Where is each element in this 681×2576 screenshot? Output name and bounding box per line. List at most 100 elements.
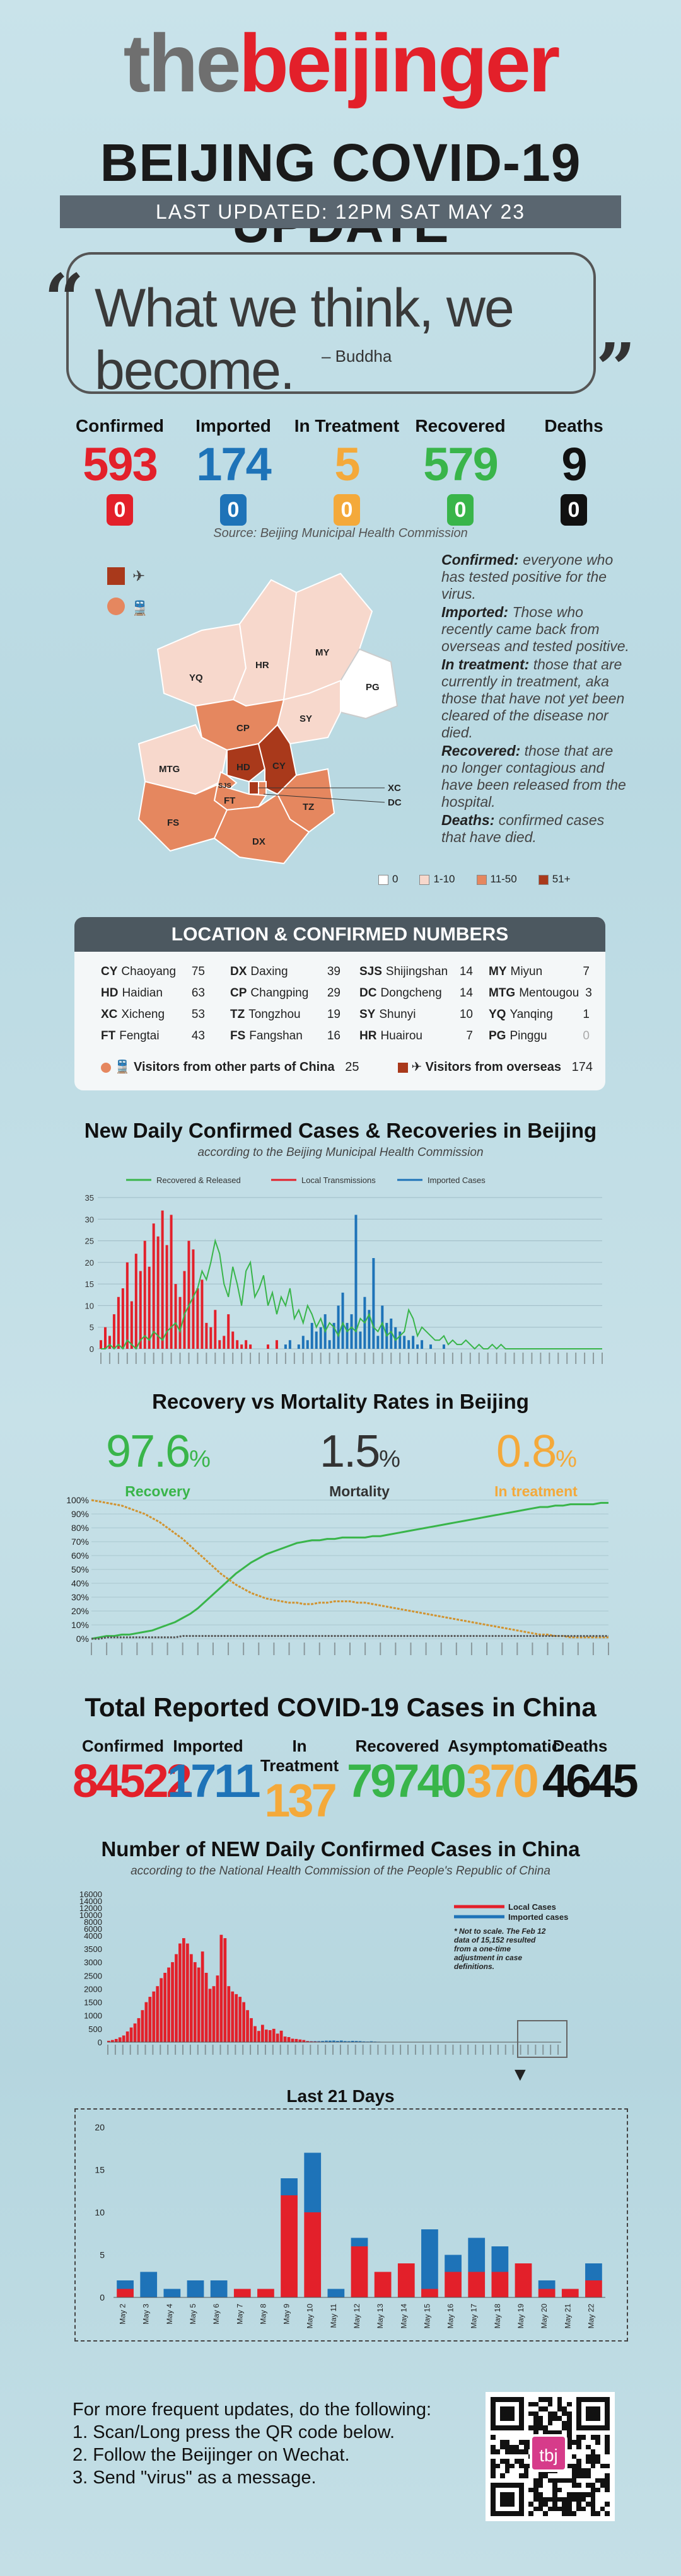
chart2-xtick: [91, 1643, 92, 1655]
chart4-ytick: 5: [100, 2250, 105, 2260]
qr-module: [600, 2478, 605, 2483]
chart1-local-bar: [231, 1331, 235, 1349]
location-full-name: Mentougou: [519, 986, 579, 1000]
chart1-imported-bar: [359, 1331, 362, 1349]
chart2-xtick: [182, 1643, 183, 1655]
chart3-local-bar: [141, 2010, 144, 2042]
chart1-xtick: [232, 1353, 234, 1364]
chart1-xtick: [329, 1353, 330, 1364]
qr-module: [562, 2506, 567, 2512]
chart4-xtick: May 4: [165, 2304, 174, 2325]
qr-module: [543, 2473, 548, 2478]
legend-swatch: [538, 874, 549, 885]
chart3-xtick: [250, 2045, 252, 2055]
close-quote-icon: ”: [596, 328, 636, 409]
chart3-xtick: [204, 2045, 206, 2055]
map-label-cy: CY: [272, 761, 286, 771]
chart4-local-bar: [491, 2272, 509, 2297]
location-code: HR: [359, 1029, 377, 1043]
chart3-legend-label: Imported cases: [508, 1912, 568, 1922]
chart3-xtick: [332, 2045, 334, 2055]
qr-module: [538, 2506, 544, 2512]
chart1-local-bar: [236, 1340, 239, 1349]
qr-module: [552, 2497, 557, 2502]
chart4-ytick: 0: [100, 2292, 105, 2302]
chart1-ytick: 10: [85, 1301, 94, 1310]
map-label-tz: TZ: [303, 802, 314, 812]
qr-module: [581, 2468, 586, 2473]
china-totals-title: Total Reported COVID-19 Cases in China: [84, 1692, 597, 1722]
qr-module: [586, 2473, 591, 2478]
chart3-xtick: [542, 2045, 544, 2055]
chart1-local-bar: [249, 1344, 252, 1349]
location-value: 10: [459, 1008, 473, 1021]
chart3-xtick: [122, 2045, 124, 2055]
chart4-imported-bar: [117, 2280, 134, 2289]
location-code: CY: [101, 965, 118, 978]
chart3-local-bar: [227, 1986, 231, 2042]
location-value: 29: [327, 986, 340, 1000]
chart3-local-bar: [208, 1989, 212, 2042]
location-code: XC: [101, 1008, 118, 1021]
map-label-mtg: MTG: [159, 764, 180, 775]
qr-module: [605, 2440, 610, 2445]
location-row: SJS Shijingshan 14: [359, 961, 473, 983]
chart3-xtick: [325, 2045, 327, 2055]
chart4-imported-bar: [585, 2263, 602, 2280]
chart3-imported-bar: [332, 2040, 335, 2042]
location-row: PG Pinggu 0: [489, 1025, 590, 1047]
map-label-hr: HR: [255, 660, 269, 671]
chart3-xtick: [347, 2045, 349, 2055]
qr-module: [533, 2506, 538, 2512]
chart1-xtick: [469, 1353, 471, 1364]
qr-module: [557, 2487, 562, 2493]
chart2-xtick: [380, 1643, 381, 1655]
rate-label: Mortality: [329, 1483, 390, 1499]
qr-module: [562, 2497, 567, 2502]
chart3-ytick: 6000: [84, 1924, 102, 1934]
chart1-imported-bar: [306, 1340, 309, 1349]
qr-module: [500, 2473, 505, 2478]
location-value: 7: [466, 1029, 473, 1043]
qr-module: [571, 2468, 577, 2473]
chart2-xtick: [166, 1643, 168, 1655]
chart2-xtick: [577, 1643, 579, 1655]
open-quote-icon: “: [44, 258, 84, 340]
last21-chart: 0 5 10 15 20 May 2 May 3 May 4 May 5 May 6 May 7 Ma…: [95, 2122, 605, 2328]
chart1-xtick: [117, 1353, 119, 1364]
wechat-qr-code[interactable]: [486, 2392, 615, 2521]
chart2-ytick: 100%: [66, 1495, 89, 1505]
chart2-ytick: 10%: [71, 1620, 89, 1630]
definition-deaths: Deaths: confirmed cases that have died.: [441, 812, 605, 845]
qr-module: [528, 2411, 534, 2417]
location-name: SJS Shijingshan: [359, 961, 448, 983]
stat-new-badge: 0: [334, 494, 360, 526]
location-full-name: Yanqing: [509, 1008, 553, 1021]
location-name: FT Fengtai: [101, 1025, 160, 1047]
chart1-local-bar: [240, 1344, 243, 1349]
map-label-xc: XC: [388, 783, 401, 794]
qr-module: [590, 2502, 596, 2507]
footer-instructions: For more frequent updates, do the follow…: [73, 2398, 431, 2489]
chart1-legend-label: Imported Cases: [428, 1175, 486, 1185]
qr-module: [491, 2435, 496, 2440]
chart4-imported-bar: [421, 2229, 438, 2289]
location-code: DC: [359, 986, 377, 1000]
chart1-ytick: 0: [90, 1344, 94, 1354]
beijinger-logo: thebeijinger: [0, 19, 681, 107]
chart3-local-bar: [235, 1994, 238, 2042]
chart4-local-bar: [351, 2246, 368, 2297]
chart3-xtick: [264, 2045, 266, 2055]
qr-module: [557, 2406, 562, 2411]
chart3-xtick: [235, 2045, 236, 2055]
qr-module: [552, 2502, 557, 2507]
stat-imported: Imported 174 0: [177, 416, 290, 526]
dc-leader-line: [263, 794, 385, 803]
chart1-ytick: 15: [85, 1279, 94, 1289]
chart1-local-bar: [143, 1240, 146, 1349]
stat-value: 593: [83, 438, 158, 490]
chart3-local-bar: [197, 1967, 201, 2042]
stat-label: Deaths: [544, 416, 603, 436]
location-code: MY: [489, 965, 507, 978]
chart4-xtick: May 7: [235, 2304, 244, 2325]
